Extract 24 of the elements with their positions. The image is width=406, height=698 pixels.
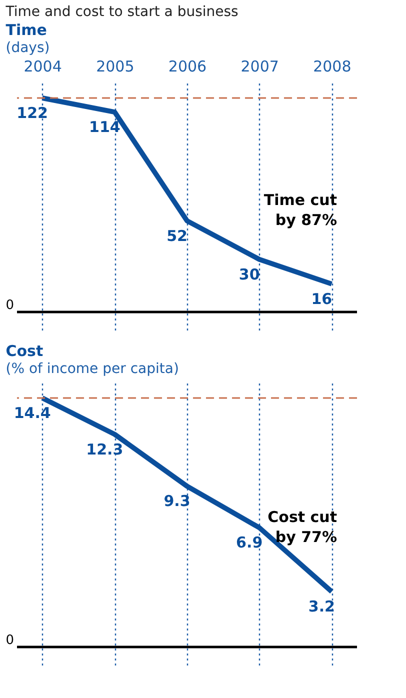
- chart-title: Time: [6, 21, 47, 39]
- data-label: 122: [16, 104, 48, 122]
- data-label: 52: [166, 226, 188, 245]
- annotation: Time cut by 87%: [264, 191, 337, 229]
- x-tick-label: 2007: [240, 58, 279, 76]
- data-label: 16: [311, 290, 332, 308]
- ref-line-label: 0: [6, 633, 14, 648]
- data-label: 9.3: [164, 492, 190, 510]
- data-label: 6.9: [236, 534, 263, 552]
- annotation: Cost cut by 77%: [268, 508, 337, 546]
- data-label: 30: [238, 265, 260, 284]
- chart-title: Cost: [6, 342, 44, 360]
- y-axis-title: (days): [6, 40, 50, 56]
- data-label: 12.3: [86, 440, 124, 458]
- x-tick-label: 2008: [313, 58, 352, 76]
- chart-subtitle: Time and cost to start a business: [4, 4, 238, 20]
- x-tick-label: 2005: [96, 58, 134, 76]
- data-label: 3.2: [308, 598, 335, 616]
- data-label: 14.4: [14, 404, 51, 422]
- ref-line-label: 0: [6, 298, 14, 313]
- x-tick-label: 2006: [168, 58, 207, 76]
- y-axis-title: (% of income per capita): [6, 361, 179, 377]
- x-tick-label: 2004: [24, 58, 62, 76]
- data-label: 114: [89, 118, 120, 136]
